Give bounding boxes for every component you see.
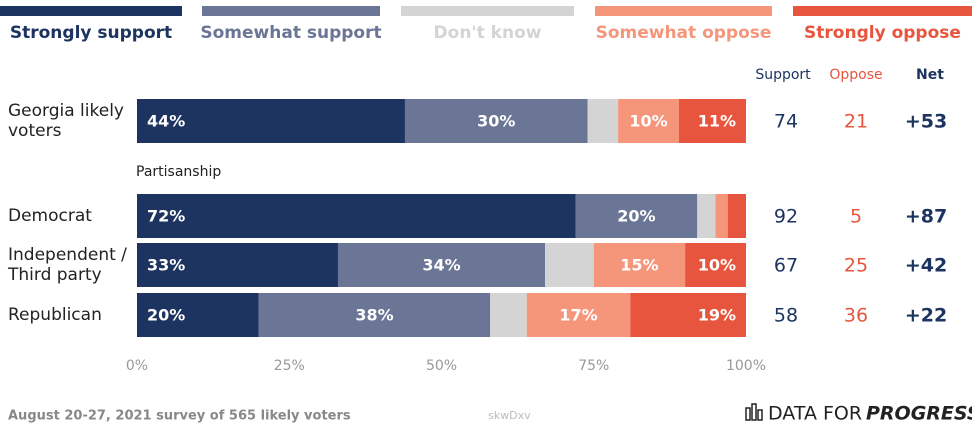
bar-segment <box>545 243 594 287</box>
category-label: Republican <box>8 305 102 325</box>
bar-segment <box>679 99 746 143</box>
bar-segment <box>337 243 546 287</box>
legend-swatch <box>0 6 182 16</box>
bar-segment <box>630 293 746 337</box>
net-value: +87 <box>905 206 947 228</box>
data-label: 34% <box>422 256 460 275</box>
data-label: 10% <box>629 112 667 131</box>
legend-label: Somewhat oppose <box>596 23 772 43</box>
data-label: 44% <box>147 112 185 131</box>
bar-segment <box>593 243 686 287</box>
support-value: 92 <box>774 206 798 228</box>
bar-segment <box>490 293 527 337</box>
footnote: August 20-27, 2021 survey of 565 likely … <box>8 409 351 424</box>
data-label: 10% <box>698 256 736 275</box>
bar-segment <box>137 99 405 143</box>
data-label: 17% <box>559 306 597 325</box>
bar-segment <box>697 194 716 238</box>
logo-icon <box>745 403 763 421</box>
legend-label: Don't know <box>434 23 542 43</box>
oppose-value: 5 <box>850 206 862 228</box>
logo-text: DATA FOR <box>768 403 862 425</box>
bar-segment <box>404 99 588 143</box>
data-label: 72% <box>147 207 185 226</box>
category-label: Georgia likely voters <box>8 101 124 141</box>
bar-segment <box>526 293 631 337</box>
x-tick-label: 25% <box>274 358 305 374</box>
bar-segment <box>727 194 746 238</box>
data-label: 20% <box>147 306 185 325</box>
oppose-value: 25 <box>844 255 868 277</box>
legend-label: Somewhat support <box>200 23 381 43</box>
data-label: 15% <box>620 256 658 275</box>
category-label: Independent / Third party <box>8 245 127 285</box>
legend-swatch <box>793 6 972 16</box>
category-label: Democrat <box>8 206 92 226</box>
data-label: 20% <box>617 207 655 226</box>
bar-segment <box>258 293 491 337</box>
support-value: 67 <box>774 255 798 277</box>
oppose-value: 21 <box>844 111 868 133</box>
bar-segment <box>137 243 338 287</box>
bar-segment <box>618 99 680 143</box>
support-value: 74 <box>774 111 798 133</box>
legend-label: Strongly oppose <box>804 23 961 43</box>
data-label: 19% <box>698 306 736 325</box>
data-label: 33% <box>147 256 185 275</box>
data-label: 38% <box>355 306 393 325</box>
x-tick-label: 100% <box>726 358 766 374</box>
bar-segment <box>137 194 576 238</box>
support-value: 58 <box>774 305 798 327</box>
legend-swatch <box>202 6 380 16</box>
bar-segment <box>137 293 259 337</box>
column-header: Net <box>916 67 944 83</box>
x-tick-label: 50% <box>426 358 457 374</box>
oppose-value: 36 <box>844 305 868 327</box>
watermark: skwDxv <box>488 409 531 422</box>
legend-label: Strongly support <box>10 23 172 43</box>
net-value: +22 <box>905 305 947 327</box>
legend-swatch <box>401 6 574 16</box>
data-label: 11% <box>698 112 736 131</box>
group-label: Partisanship <box>136 164 221 180</box>
bar-segment <box>715 194 728 238</box>
logo-text: PROGRESS <box>866 403 972 425</box>
bar-segment <box>685 243 746 287</box>
bar-segment <box>587 99 619 143</box>
bar-segment <box>575 194 698 238</box>
net-value: +42 <box>905 255 947 277</box>
x-tick-label: 75% <box>578 358 609 374</box>
legend-swatch <box>595 6 772 16</box>
net-value: +53 <box>905 111 947 133</box>
data-label: 30% <box>477 112 515 131</box>
column-header: Oppose <box>829 67 882 83</box>
x-tick-label: 0% <box>126 358 148 374</box>
column-header: Support <box>755 67 811 83</box>
